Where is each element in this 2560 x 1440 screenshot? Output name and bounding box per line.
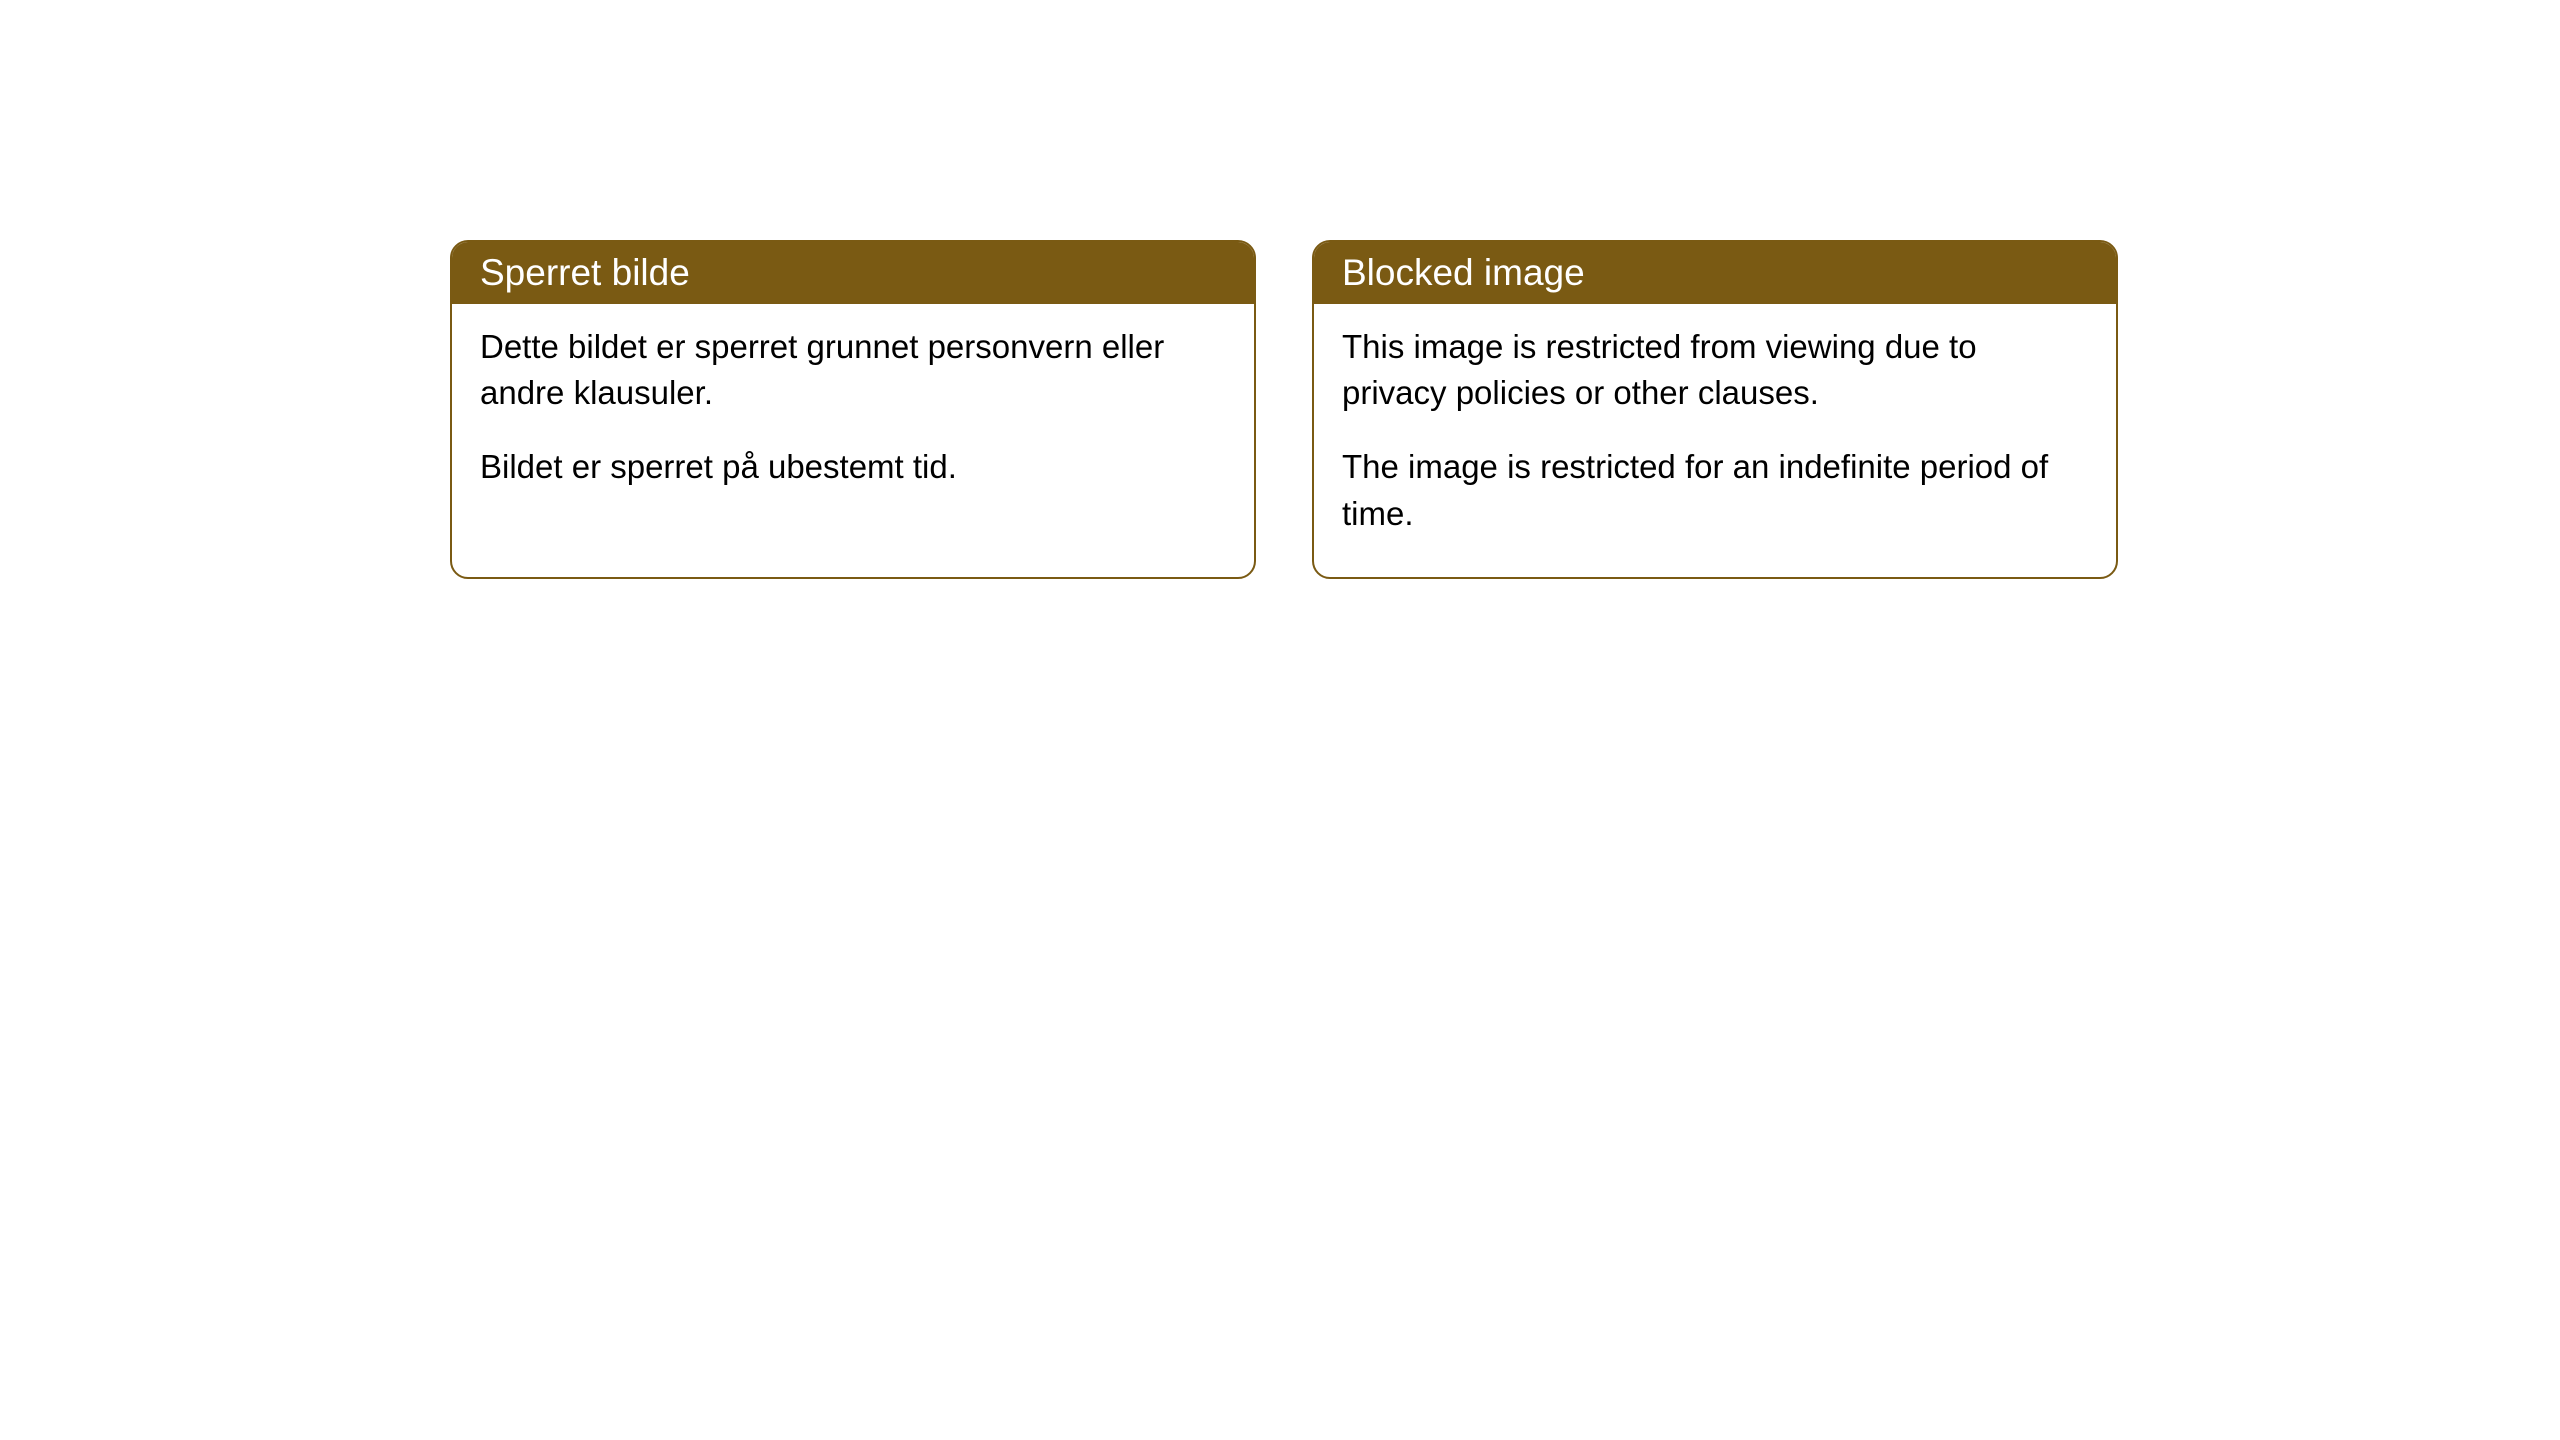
card-paragraph: Dette bildet er sperret grunnet personve… bbox=[480, 324, 1226, 416]
card-paragraph: Bildet er sperret på ubestemt tid. bbox=[480, 444, 1226, 490]
card-paragraph: The image is restricted for an indefinit… bbox=[1342, 444, 2088, 536]
card-title: Blocked image bbox=[1314, 242, 2116, 304]
blocked-image-card-english: Blocked image This image is restricted f… bbox=[1312, 240, 2118, 579]
card-title: Sperret bilde bbox=[452, 242, 1254, 304]
blocked-image-card-norwegian: Sperret bilde Dette bildet er sperret gr… bbox=[450, 240, 1256, 579]
notice-container: Sperret bilde Dette bildet er sperret gr… bbox=[450, 240, 2118, 579]
card-body: This image is restricted from viewing du… bbox=[1314, 304, 2116, 577]
card-body: Dette bildet er sperret grunnet personve… bbox=[452, 304, 1254, 531]
card-paragraph: This image is restricted from viewing du… bbox=[1342, 324, 2088, 416]
